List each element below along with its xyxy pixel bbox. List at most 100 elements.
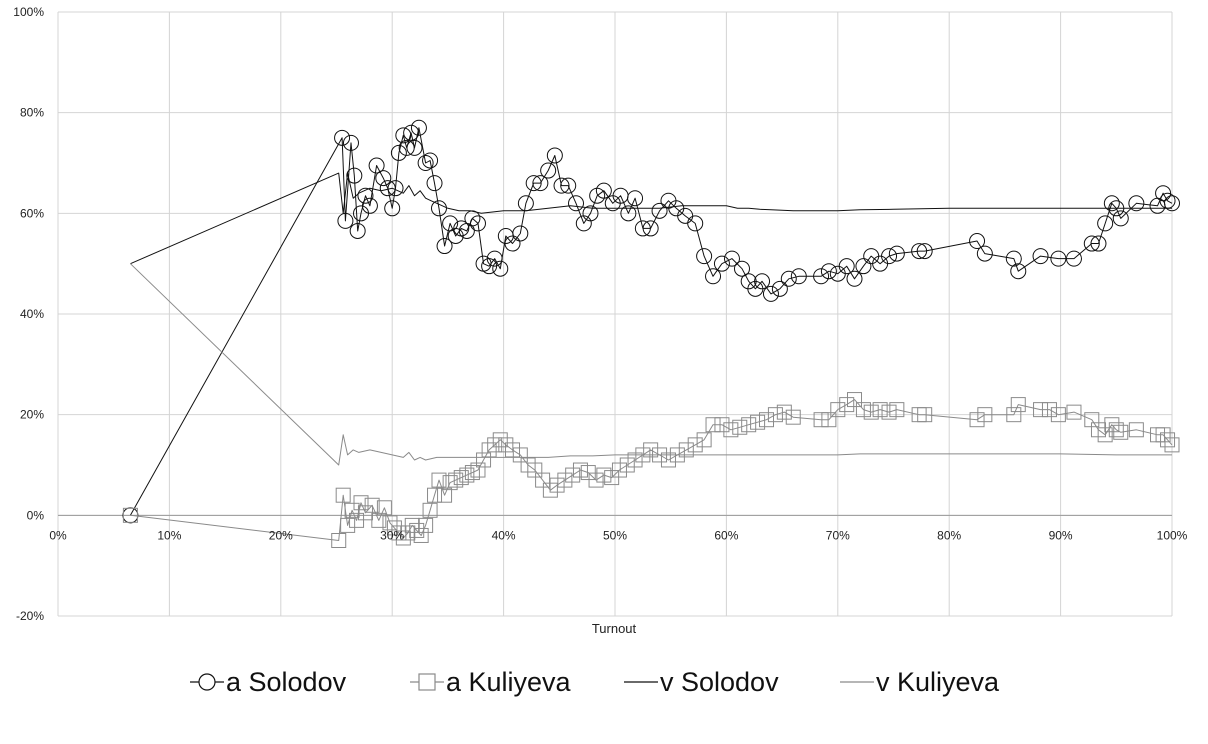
data-point bbox=[387, 180, 404, 197]
data-point bbox=[1006, 407, 1022, 423]
data-point bbox=[651, 202, 668, 219]
data-point bbox=[376, 500, 392, 516]
data-point bbox=[1103, 195, 1120, 212]
x-tick-label: 10% bbox=[157, 528, 181, 542]
data-point bbox=[349, 512, 365, 528]
x-tick-label: 0% bbox=[49, 528, 67, 542]
data-point bbox=[977, 407, 993, 423]
data-point bbox=[733, 260, 750, 277]
data-point bbox=[634, 220, 651, 237]
x-axis-title: Turnout bbox=[592, 621, 637, 636]
data-point bbox=[459, 467, 475, 483]
data-point bbox=[604, 470, 620, 486]
data-point bbox=[1155, 427, 1171, 443]
x-tick-label: 70% bbox=[826, 528, 850, 542]
legend-label: v Solodov bbox=[660, 667, 779, 697]
data-point bbox=[813, 412, 829, 428]
data-point bbox=[492, 260, 509, 277]
data-point bbox=[391, 525, 407, 541]
data-point bbox=[1113, 424, 1129, 440]
data-point bbox=[546, 147, 563, 164]
data-point bbox=[1108, 422, 1124, 438]
y-tick-label: 80% bbox=[20, 106, 44, 120]
data-point bbox=[619, 457, 635, 473]
data-point bbox=[512, 447, 528, 463]
data-point bbox=[732, 419, 748, 435]
data-point bbox=[627, 190, 644, 207]
data-point bbox=[1160, 432, 1176, 448]
data-point bbox=[855, 258, 872, 275]
data-point bbox=[512, 225, 529, 242]
data-point bbox=[395, 127, 412, 144]
data-point bbox=[470, 462, 486, 478]
grid-lines bbox=[57, 11, 1173, 617]
data-point bbox=[780, 270, 797, 287]
data-point bbox=[696, 248, 713, 265]
legend-marker-square bbox=[418, 673, 436, 691]
data-point bbox=[588, 472, 604, 488]
series-line bbox=[129, 127, 1173, 516]
data-point bbox=[404, 517, 420, 533]
data-point bbox=[337, 212, 354, 229]
data-point bbox=[881, 404, 897, 420]
y-tick-label: 0% bbox=[27, 508, 45, 522]
y-tick-label: -20% bbox=[16, 609, 44, 623]
data-point bbox=[453, 470, 469, 486]
data-point bbox=[855, 402, 871, 418]
data-point bbox=[713, 255, 730, 272]
data-point bbox=[785, 409, 801, 425]
data-point bbox=[553, 177, 570, 194]
data-point bbox=[839, 397, 855, 413]
data-point bbox=[582, 205, 599, 222]
y-tick-label: 60% bbox=[20, 206, 44, 220]
x-tick-label: 80% bbox=[937, 528, 961, 542]
data-point bbox=[422, 502, 438, 518]
data-point bbox=[442, 475, 458, 491]
data-point bbox=[1010, 263, 1027, 280]
series-a-kuliyeva bbox=[122, 392, 1180, 548]
data-point bbox=[525, 175, 542, 192]
data-point bbox=[1066, 404, 1082, 420]
data-point bbox=[357, 187, 374, 204]
legend-item: a Solodov bbox=[190, 667, 347, 697]
data-point bbox=[492, 432, 508, 448]
data-point bbox=[889, 402, 905, 418]
data-point bbox=[917, 407, 933, 423]
data-point bbox=[596, 467, 612, 483]
data-point bbox=[386, 520, 402, 536]
data-point bbox=[487, 437, 503, 453]
data-point bbox=[448, 472, 464, 488]
data-point bbox=[361, 197, 378, 214]
data-point bbox=[368, 157, 385, 174]
data-point bbox=[643, 442, 659, 458]
data-point bbox=[830, 402, 846, 418]
legend-label: v Kuliyeva bbox=[876, 667, 1000, 697]
data-point bbox=[427, 487, 443, 503]
data-point bbox=[642, 220, 659, 237]
data-point bbox=[353, 495, 369, 511]
data-point bbox=[572, 462, 588, 478]
data-point bbox=[1164, 437, 1180, 453]
data-point bbox=[916, 243, 933, 260]
data-point bbox=[476, 452, 492, 468]
data-point bbox=[696, 432, 712, 448]
series-v-solodov bbox=[130, 172, 1172, 265]
data-point bbox=[759, 412, 775, 428]
data-point bbox=[469, 215, 486, 232]
y-tick-label: 40% bbox=[20, 307, 44, 321]
data-point bbox=[1050, 250, 1067, 267]
legend-label: a Solodov bbox=[226, 667, 347, 697]
data-point bbox=[627, 452, 643, 468]
data-point bbox=[838, 258, 855, 275]
data-point bbox=[1090, 235, 1107, 252]
data-point bbox=[1033, 402, 1049, 418]
series-line bbox=[130, 399, 1173, 541]
data-point bbox=[384, 200, 401, 217]
data-point bbox=[400, 525, 416, 541]
data-point bbox=[687, 437, 703, 453]
x-tick-label: 20% bbox=[269, 528, 293, 542]
data-point bbox=[565, 467, 581, 483]
data-point bbox=[122, 507, 138, 523]
